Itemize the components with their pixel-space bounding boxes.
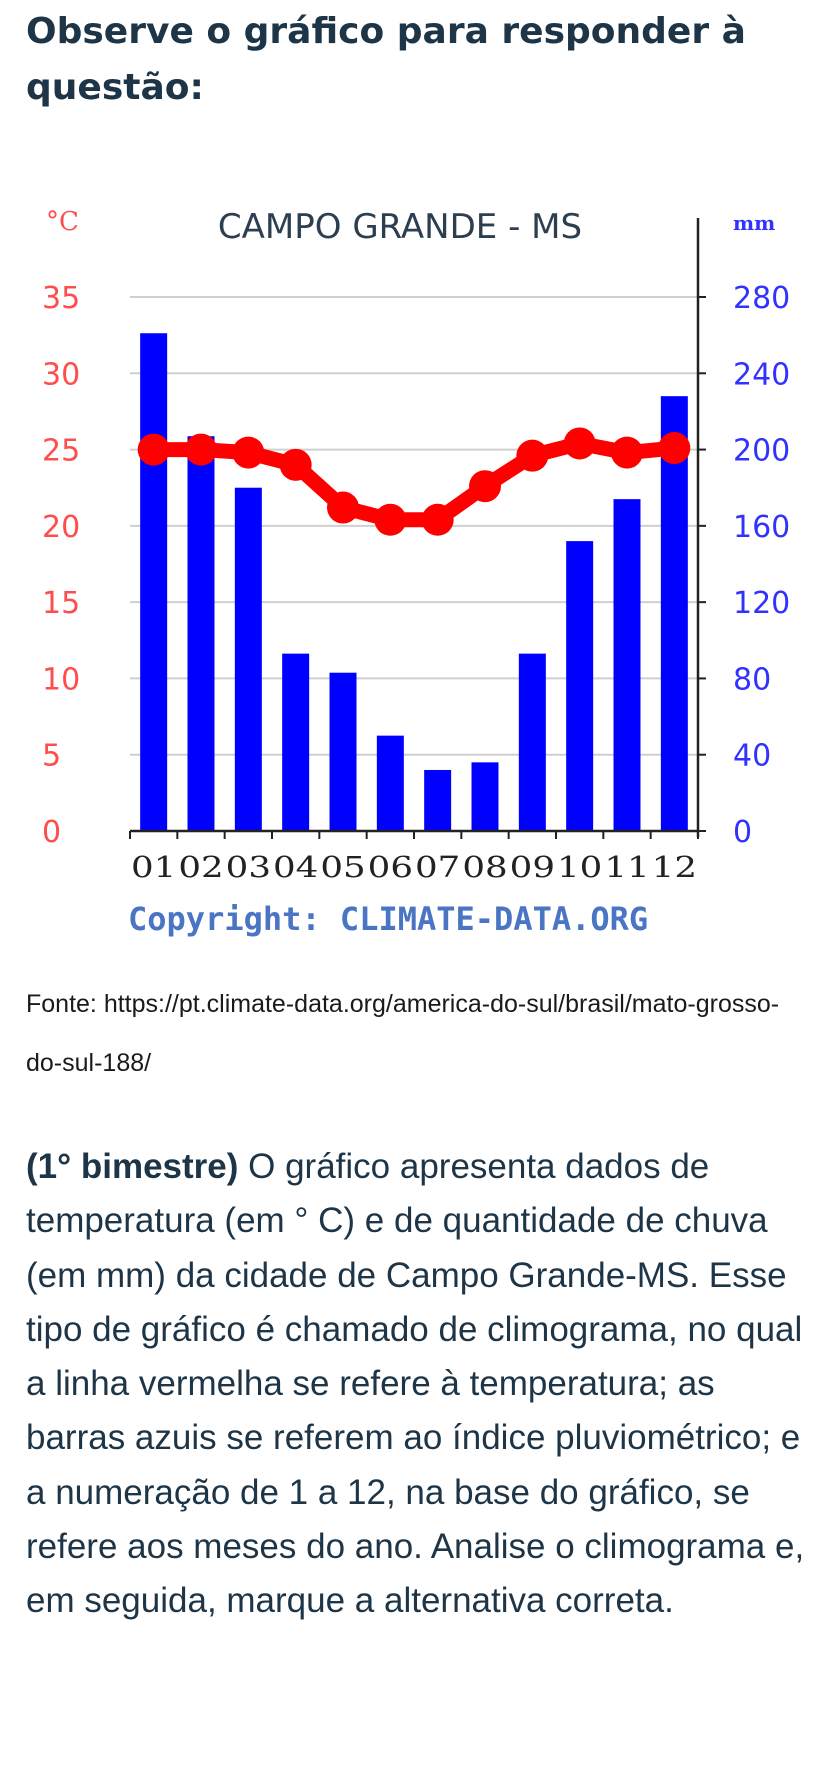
right-tick-label: 120 — [733, 586, 790, 621]
precipitation-bar — [329, 672, 357, 831]
temperature-point — [421, 503, 454, 536]
right-tick-label: 200 — [733, 434, 790, 469]
right-tick-label: 80 — [733, 662, 771, 697]
x-tick-label: 03 — [226, 850, 271, 884]
precipitation-bar — [234, 487, 262, 831]
precipitation-bar — [424, 769, 452, 831]
x-tick-label: 04 — [273, 850, 318, 884]
copyright-text: Copyright: CLIMATE-DATA.ORG — [128, 900, 648, 938]
left-tick-label: 30 — [42, 357, 80, 392]
x-tick-label: 02 — [178, 850, 223, 884]
question-text: (1° bimestre) O gráfico apresenta dados … — [26, 1140, 816, 1629]
left-tick-label: 25 — [42, 434, 80, 469]
temperature-point — [469, 470, 501, 503]
temperature-point — [232, 436, 265, 469]
right-tick-label: 240 — [733, 357, 790, 392]
temperature-point — [658, 432, 691, 465]
temperature-line — [137, 427, 691, 536]
right-tick-label: 0 — [733, 815, 752, 850]
temperature-point — [374, 503, 407, 536]
temperature-series-line — [146, 435, 682, 528]
left-tick-label: 20 — [42, 510, 80, 545]
question-tag: (1° bimestre) — [26, 1147, 239, 1186]
temperature-point — [563, 427, 596, 460]
temperature-point — [279, 448, 312, 481]
x-tick-label: 09 — [510, 850, 555, 884]
x-tick-label: 07 — [415, 850, 460, 884]
left-tick-label: 10 — [42, 662, 80, 697]
question-body: O gráfico apresenta dados de temperatura… — [26, 1147, 805, 1621]
precipitation-bar — [282, 653, 310, 831]
temperature-point — [327, 491, 359, 524]
left-tick-label: 35 — [42, 281, 80, 316]
precipitation-bar — [187, 436, 215, 831]
x-tick-label: 01 — [131, 850, 176, 884]
page-heading: Observe o gráfico para responder à quest… — [26, 11, 746, 108]
precipitation-bar — [376, 735, 404, 831]
precipitation-bars — [140, 333, 688, 831]
x-tick-label: 11 — [604, 850, 649, 884]
x-tick-label: 10 — [557, 850, 602, 884]
temperature-point — [137, 433, 170, 466]
source-text: Fonte: https://pt.climate-data.org/ameri… — [26, 990, 780, 1077]
precipitation-bar — [613, 499, 641, 831]
temperature-point — [185, 433, 217, 466]
right-tick-label: 40 — [733, 739, 771, 774]
x-tick-label: 12 — [652, 850, 697, 884]
precipitation-bar — [140, 333, 168, 831]
chart-title: CAMPO GRANDE - MS — [218, 207, 582, 247]
right-axis-unit: mm — [733, 211, 775, 235]
temperature-point — [516, 439, 549, 472]
precipitation-bar — [660, 396, 688, 831]
precipitation-bar — [566, 541, 594, 831]
temperature-point — [611, 436, 643, 469]
x-tick-label: 08 — [462, 850, 507, 884]
left-tick-label: 0 — [42, 815, 61, 850]
right-tick-label: 160 — [733, 510, 790, 545]
precipitation-bar — [518, 653, 546, 831]
x-tick-label: 06 — [368, 850, 413, 884]
x-tick-label: 05 — [320, 850, 365, 884]
left-tick-label: 5 — [42, 739, 61, 774]
left-axis-unit: °C — [46, 207, 79, 237]
precipitation-bar — [471, 762, 499, 831]
left-tick-label: 15 — [42, 586, 80, 621]
right-tick-label: 280 — [733, 281, 790, 316]
